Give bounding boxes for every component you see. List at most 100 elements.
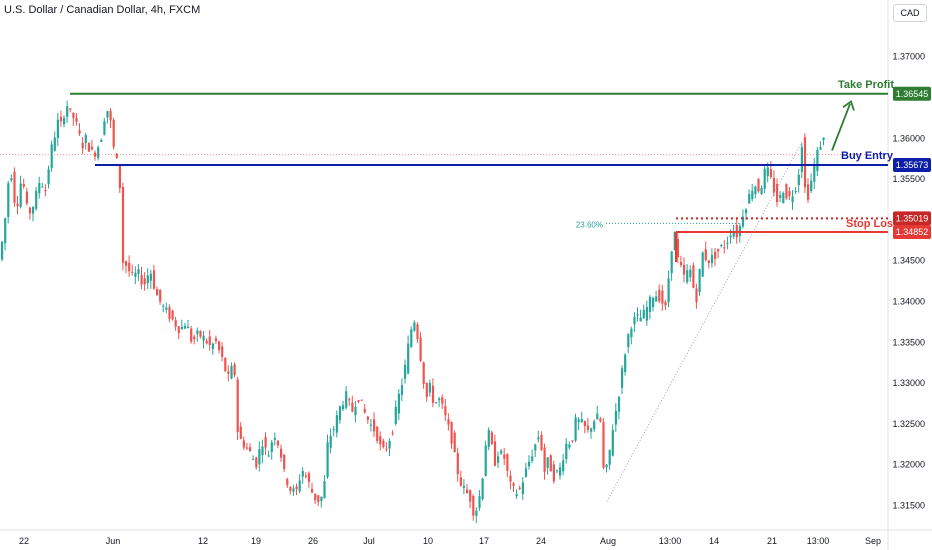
candle-body (599, 418, 602, 422)
candle-body (512, 483, 515, 486)
candle-body (580, 419, 583, 422)
candle-body (757, 178, 760, 192)
fib-price-badge-bg (893, 211, 931, 226)
candle-body (81, 142, 84, 149)
currency-selector[interactable]: CAD (893, 4, 927, 22)
candle-body (292, 488, 295, 492)
candle-body (472, 495, 475, 516)
price-tick-label: 1.32000 (892, 460, 925, 470)
candle-body (676, 238, 679, 258)
candle-body (379, 436, 382, 445)
candle-body (134, 272, 137, 277)
candle-body (481, 478, 484, 500)
candle-body (342, 405, 345, 410)
candle-body (128, 262, 131, 272)
candle-body (376, 426, 379, 441)
candle-body (357, 400, 360, 402)
candle-body (410, 329, 413, 347)
candle-body (369, 424, 373, 426)
candle-body (413, 322, 416, 331)
candle-body (667, 278, 670, 303)
candle-body (366, 416, 369, 420)
candle-body (106, 111, 109, 118)
price-tick-label: 1.35500 (892, 174, 925, 184)
candle-body (270, 442, 273, 452)
candle-body (382, 440, 385, 448)
candle-body (431, 385, 435, 403)
candle-body (16, 203, 19, 207)
candle-body (720, 245, 723, 247)
stop-loss-price-badge-bg (893, 224, 931, 239)
candle-body (174, 320, 177, 327)
candle-body (435, 402, 438, 404)
candle-body (35, 190, 38, 209)
candle-body (404, 365, 407, 379)
candle-body (593, 421, 596, 430)
candle-body (785, 184, 788, 199)
buy-entry-price-badge: 1.35673 (896, 160, 929, 170)
candle-body (273, 438, 276, 440)
candle-body (28, 207, 32, 214)
candle-body (94, 152, 97, 157)
candle-body (38, 182, 41, 194)
candle-body (118, 166, 121, 189)
candle-body (84, 135, 87, 143)
candle-body (168, 307, 171, 319)
candle-body (803, 137, 807, 188)
candle-body (800, 147, 803, 172)
candle-body (53, 137, 56, 151)
candle-body (258, 449, 261, 465)
candle-body (534, 444, 537, 451)
candle-body (289, 486, 292, 492)
candle-body (723, 247, 726, 249)
candle-body (751, 190, 754, 200)
candle-body (394, 406, 397, 424)
candle-body (193, 336, 196, 340)
candle-body (559, 467, 562, 476)
candle-body (72, 112, 75, 118)
candle-body (245, 447, 249, 449)
candle-body (283, 454, 286, 470)
candle-body (652, 297, 655, 308)
candle-body (574, 417, 577, 441)
candle-body (459, 477, 462, 486)
candle-body (791, 196, 794, 203)
candle-body (422, 362, 425, 384)
candle-body (199, 330, 202, 337)
candle-body (121, 186, 125, 263)
candle-body (509, 475, 512, 482)
candle-body (221, 346, 224, 357)
candle-body (664, 301, 667, 306)
candle-body (503, 454, 506, 459)
candle-body (50, 144, 53, 169)
candle-body (115, 153, 118, 159)
candle-body (202, 335, 205, 341)
candle-body (518, 487, 521, 489)
candle-body (400, 385, 404, 395)
candle-body (428, 383, 431, 393)
candle-body (276, 440, 280, 446)
candle-body (332, 429, 335, 431)
candle-body (363, 408, 366, 413)
candle-body (63, 117, 66, 125)
candle-body (348, 399, 351, 401)
candle-body (779, 194, 782, 198)
candle-body (320, 496, 323, 502)
candle-body (187, 326, 190, 329)
candle-body (769, 169, 772, 177)
candle-body (571, 440, 574, 442)
candle-body (586, 425, 590, 430)
candle-body (552, 464, 555, 482)
candle-body (655, 296, 658, 302)
candle-body (807, 184, 810, 200)
candle-body (22, 183, 25, 187)
candle-body (717, 248, 720, 252)
candle-body (373, 419, 376, 432)
candle-body (177, 326, 180, 334)
candle-body (214, 338, 218, 342)
candle-body (639, 317, 642, 322)
candle-body (732, 231, 735, 237)
candle-body (614, 410, 617, 425)
price-tick-label: 1.34500 (892, 256, 925, 266)
